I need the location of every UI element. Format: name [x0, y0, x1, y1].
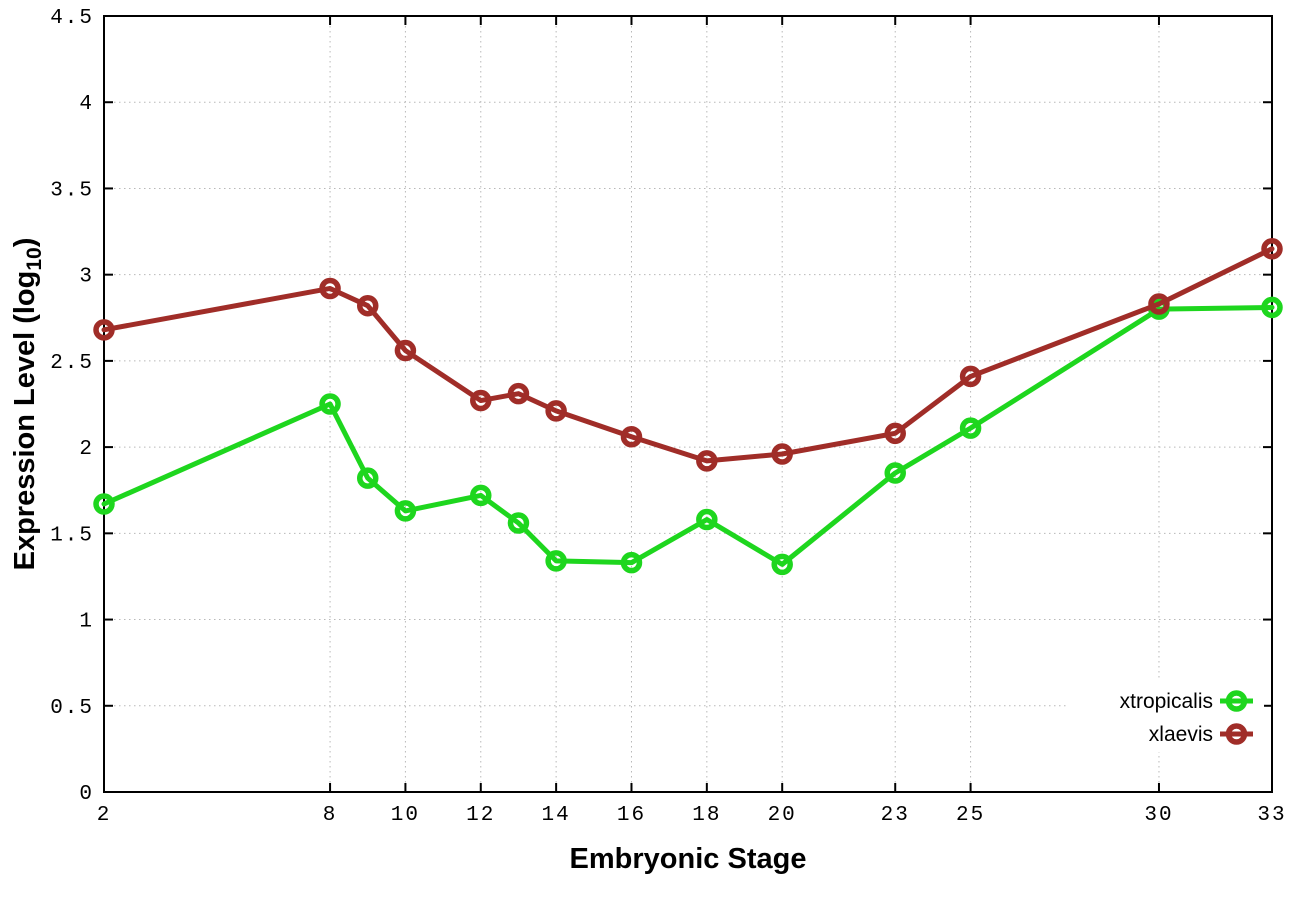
y-tick-label: 2.5	[50, 352, 94, 375]
x-tick-label: 14	[542, 804, 571, 827]
data-point-xlaevis	[470, 389, 492, 412]
legend-label-xtropicalis: xtropicalis	[1120, 690, 1213, 713]
data-point-xtropicalis	[696, 508, 718, 531]
data-point-xlaevis	[1261, 238, 1283, 260]
x-tick-label: 33	[1257, 804, 1286, 827]
series-line-xtropicalis	[101, 304, 1275, 567]
data-point-xtropicalis	[771, 553, 793, 576]
x-tick-label: 25	[956, 804, 985, 827]
x-tick-label: 30	[1144, 804, 1173, 827]
data-point-xtropicalis	[93, 493, 115, 515]
data-point-xlaevis	[696, 450, 718, 472]
y-axis-title-end: )	[9, 238, 41, 248]
y-axis-title-main: Expression Level (log	[9, 271, 41, 571]
data-point-xtropicalis	[470, 484, 492, 507]
y-tick-label: 1	[79, 611, 94, 634]
plot-generated-layer: 2 8 10 12 14 16 18 20 23 25 30 33 0 0.5 1 1.5 2 2.5 3 3.5 4 4…	[50, 7, 1286, 827]
data-point-xlaevis	[771, 443, 793, 465]
data-point-xlaevis	[507, 382, 530, 405]
y-tick-label: 4	[79, 93, 94, 116]
x-tick-label: 18	[692, 804, 721, 827]
data-point-xtropicalis	[1261, 296, 1283, 319]
data-point-xlaevis	[1148, 293, 1170, 315]
data-point-xtropicalis	[620, 551, 643, 574]
legend-label-xlaevis: xlaevis	[1149, 723, 1213, 746]
y-tick-label: 3	[79, 266, 94, 289]
legend-marker-circle-xtropicalis	[1225, 690, 1248, 712]
data-point-xtropicalis	[884, 462, 906, 484]
data-point-xlaevis	[319, 277, 341, 300]
data-point-xlaevis	[545, 400, 567, 422]
y-tick-label: 3.5	[50, 179, 94, 202]
y-axis-title-subscript: 10	[23, 247, 46, 270]
y-tick-label: 2	[79, 438, 94, 461]
y-tick-label: 4.5	[50, 7, 94, 30]
data-point-xtropicalis	[356, 467, 379, 489]
data-point-xtropicalis	[319, 393, 341, 415]
x-tick-label: 20	[768, 804, 797, 827]
x-tick-label: 16	[617, 804, 646, 827]
x-tick-label: 8	[323, 804, 338, 827]
y-tick-label: 0	[79, 783, 94, 806]
data-point-xlaevis	[394, 339, 417, 362]
y-tick-label: 1.5	[50, 524, 94, 547]
legend-marker-circle-xlaevis	[1225, 723, 1248, 745]
data-point-xtropicalis	[545, 550, 567, 572]
x-tick-label: 10	[391, 804, 420, 827]
y-axis-title: Expression Level (log10)	[9, 238, 46, 571]
y-tick-label: 0.5	[50, 697, 94, 720]
data-point-xlaevis	[620, 426, 643, 448]
data-point-xlaevis	[93, 319, 115, 341]
x-tick-label: 23	[881, 804, 910, 827]
data-point-xlaevis	[356, 294, 379, 317]
data-point-xlaevis	[884, 422, 906, 445]
data-point-xtropicalis	[507, 512, 530, 534]
plot-border	[103, 15, 1273, 793]
x-tick-label: 2	[97, 804, 112, 827]
x-axis-title: Embryonic Stage	[570, 843, 807, 875]
data-point-xtropicalis	[959, 417, 982, 439]
x-tick-label: 12	[466, 804, 495, 827]
data-point-xlaevis	[959, 365, 982, 388]
data-point-xtropicalis	[394, 500, 417, 522]
